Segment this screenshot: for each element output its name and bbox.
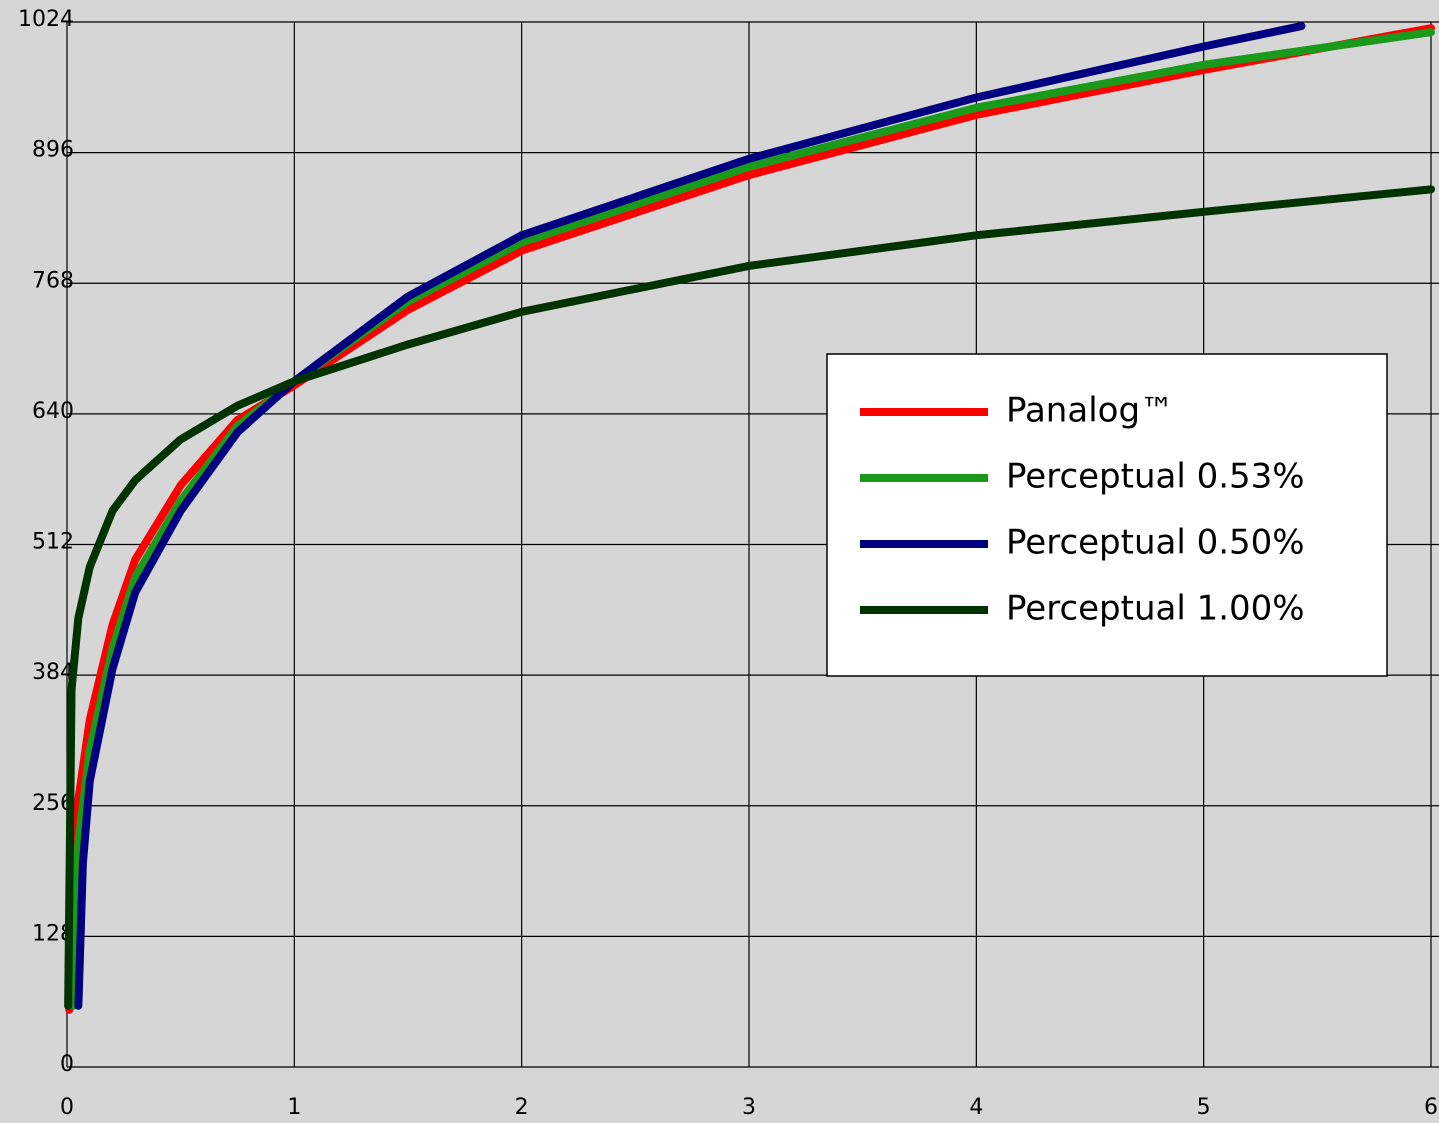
y-tick-label: 1024 (18, 7, 74, 32)
x-tick-label: 5 (1197, 1095, 1211, 1120)
legend-label: Panalog™ (1006, 391, 1174, 431)
lines (64, 22, 1435, 1014)
legend: Panalog™ Perceptual 0.53% Perceptual 0.50%… (826, 353, 1388, 677)
x-tick-label: 4 (969, 1095, 983, 1120)
x-tick-label: 3 (742, 1095, 756, 1120)
x-tick-label: 6 (1424, 1095, 1438, 1120)
x-tick-label: 2 (515, 1095, 529, 1120)
legend-label: Perceptual 1.00% (1006, 589, 1305, 629)
legend-label: Perceptual 0.50% (1006, 523, 1305, 563)
y-tick-label: 768 (32, 268, 74, 293)
y-tick-label: 896 (32, 138, 74, 163)
x-tick-label: 0 (60, 1095, 74, 1120)
x-tick-label: 1 (287, 1095, 301, 1120)
legend-box (826, 353, 1388, 677)
y-tick-label: 512 (32, 530, 74, 555)
legend-label: Perceptual 0.53% (1006, 457, 1305, 497)
series-line (64, 185, 1435, 1010)
y-tick-label: 640 (32, 399, 74, 424)
series-line (74, 22, 1306, 1010)
y-tick-label: 384 (32, 660, 74, 685)
